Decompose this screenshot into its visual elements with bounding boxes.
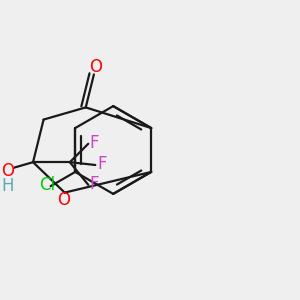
- Text: F: F: [90, 134, 99, 152]
- Text: O: O: [89, 58, 102, 76]
- Text: F: F: [90, 175, 99, 193]
- Text: O: O: [57, 191, 70, 209]
- Text: F: F: [98, 155, 107, 173]
- Text: Cl: Cl: [39, 176, 56, 194]
- Text: O: O: [1, 162, 14, 180]
- Text: H: H: [2, 177, 14, 195]
